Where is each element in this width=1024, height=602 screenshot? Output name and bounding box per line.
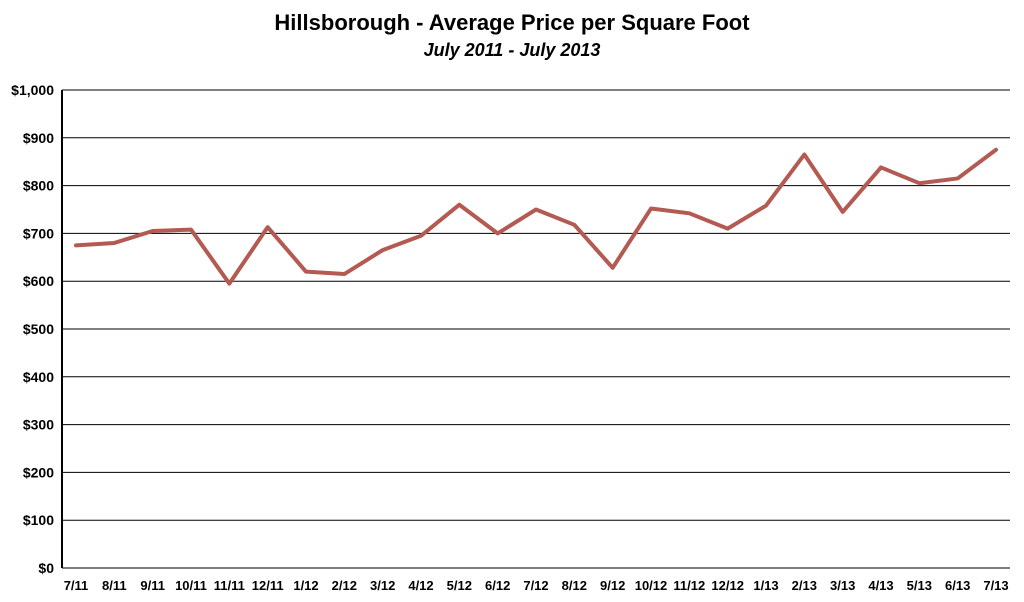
y-axis-label: $900 <box>23 130 54 146</box>
x-axis-label: 5/12 <box>447 578 472 593</box>
x-axis-label: 11/11 <box>214 578 245 593</box>
chart-svg: $0 $100 $200 $300 $400 $500 $600 $700 $800 $900 $1… <box>0 0 1024 602</box>
y-axis-label: $700 <box>23 225 54 241</box>
x-axis-label: 5/13 <box>907 578 932 593</box>
x-axis-label: 3/13 <box>830 578 855 593</box>
x-axis-label: 4/12 <box>408 578 433 593</box>
y-axis-label: $500 <box>23 321 54 337</box>
chart-title: Hillsborough - Average Price per Square … <box>0 10 1024 36</box>
x-axis-label: 7/13 <box>983 578 1008 593</box>
x-axis-label: 7/11 <box>64 578 89 593</box>
x-axis-label: 12/12 <box>711 578 744 593</box>
chart-container: Hillsborough - Average Price per Square … <box>0 0 1024 602</box>
y-axis-label: $0 <box>38 560 54 576</box>
x-axis-label: 11/12 <box>673 578 705 593</box>
y-axis-label: $200 <box>23 464 54 480</box>
x-axis-label: 7/12 <box>523 578 548 593</box>
x-axis-label: 9/11 <box>140 578 165 593</box>
x-axis-label: 6/12 <box>485 578 510 593</box>
x-axis-label: 8/12 <box>562 578 587 593</box>
x-axis-label: 3/12 <box>370 578 395 593</box>
y-axis-label: $300 <box>23 417 54 433</box>
x-axis-label: 6/13 <box>945 578 970 593</box>
x-axis-label: 10/11 <box>175 578 207 593</box>
x-axis-label: 1/13 <box>753 578 778 593</box>
y-axis-label: $600 <box>23 273 54 289</box>
x-axis-label: 9/12 <box>600 578 625 593</box>
x-axis-label: 10/12 <box>635 578 668 593</box>
chart-subtitle: July 2011 - July 2013 <box>0 40 1024 61</box>
y-axis-label: $1,000 <box>11 82 54 98</box>
y-axis-label: $400 <box>23 369 54 385</box>
x-axis-label: 4/13 <box>868 578 893 593</box>
y-axis-label: $100 <box>23 512 54 528</box>
data-line <box>76 150 996 284</box>
x-axis-label: 2/12 <box>332 578 357 593</box>
x-axis-label: 12/11 <box>252 578 284 593</box>
x-axis-label: 2/13 <box>792 578 817 593</box>
x-axis-label: 8/11 <box>102 578 127 593</box>
x-axis-label: 1/12 <box>293 578 318 593</box>
y-axis-label: $800 <box>23 178 54 194</box>
